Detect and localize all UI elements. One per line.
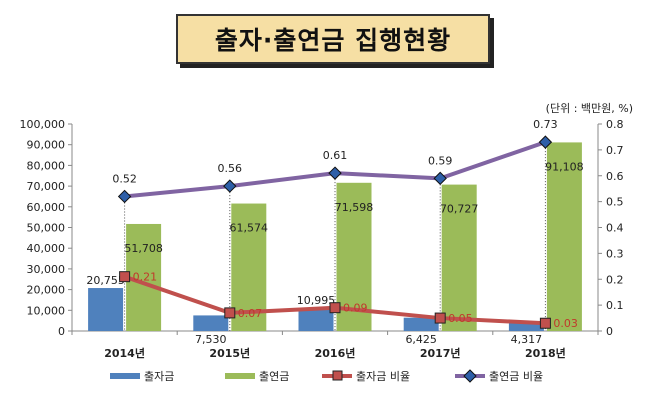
y-left-tick-label: 80,000 [27,159,66,172]
legend-label: 출자금 비율 [356,370,410,383]
bar-label-contribution: 51,708 [124,242,163,255]
bar-contribution [441,184,477,331]
bar-label-investment: 4,317 [511,333,543,346]
bar-label-contribution: 71,598 [335,201,374,214]
bar-label-investment: 7,530 [195,333,227,346]
point-label-contribution-ratio: 0.61 [323,149,348,162]
y-right-tick-label: 0 [606,325,613,338]
point-label-investment-ratio: 0.09 [343,302,368,315]
point-label-investment-ratio: 0.07 [238,307,262,320]
bar-investment [193,315,229,331]
legend-marker [463,369,477,383]
y-left-tick-label: 100,000 [20,118,66,131]
bar-investment [403,317,439,331]
x-tick-label: 2016년 [315,346,356,360]
y-left-tick-label: 30,000 [27,263,66,276]
point-label-investment-ratio: 0.03 [553,317,578,330]
y-left-tick-label: 50,000 [27,222,66,235]
y-right-tick-label: 0.3 [606,247,624,260]
y-left-tick-label: 0 [58,325,65,338]
bar-label-contribution: 70,727 [440,203,479,216]
bar-investment [508,322,544,331]
legend-label: 출자금 [144,370,174,383]
point-contribution-ratio [538,135,553,149]
point-investment-ratio [224,307,236,319]
bar-investment [298,308,334,331]
legend-label: 출연금 [259,370,289,383]
legend-marker [332,370,343,381]
point-contribution-ratio [433,171,447,186]
point-label-contribution-ratio: 0.56 [218,162,243,175]
point-label-contribution-ratio: 0.52 [112,172,137,185]
y-right-tick-label: 0.4 [606,222,624,235]
x-tick-label: 2017년 [420,346,461,360]
legend-swatch [225,373,255,379]
chart-title: 출자·출연금 집행현황 [176,14,490,64]
point-label-contribution-ratio: 0.73 [533,118,558,131]
bar-label-contribution: 91,108 [545,160,584,173]
point-investment-ratio [119,271,131,283]
y-right-tick-label: 0.6 [606,170,624,183]
x-tick-label: 2015년 [209,346,250,360]
x-tick-label: 2018년 [525,346,566,360]
unit-label: (단위 : 백만원, %) [545,102,633,115]
y-left-tick-label: 10,000 [27,304,66,317]
bar-label-contribution: 61,574 [230,222,269,235]
y-left-tick-label: 60,000 [27,201,66,214]
point-investment-ratio [539,317,551,329]
y-left-tick-label: 70,000 [27,180,66,193]
point-contribution-ratio [328,166,342,180]
y-left-tick-label: 40,000 [27,242,66,255]
y-right-tick-label: 0.2 [606,273,624,286]
bar-label-investment: 10,995 [297,294,336,307]
x-tick-label: 2014년 [104,346,145,360]
point-investment-ratio [329,302,341,314]
bar-contribution [546,142,582,331]
bar-label-investment: 20,755 [86,274,125,287]
bar-contribution [336,182,372,331]
point-label-investment-ratio: 0.05 [448,312,473,325]
legend-label: 출연금 비율 [489,370,543,383]
y-left-tick-label: 90,000 [27,139,66,152]
point-contribution-ratio [117,189,132,204]
y-right-tick-label: 0.1 [606,299,624,312]
y-right-tick-label: 0.7 [606,144,624,157]
bar-label-investment: 6,425 [405,333,437,346]
point-label-contribution-ratio: 0.59 [428,154,453,167]
point-contribution-ratio [223,179,237,193]
point-label-investment-ratio: 0.21 [133,271,158,284]
y-left-tick-label: 20,000 [27,284,66,297]
point-investment-ratio [434,312,446,324]
y-right-tick-label: 0.8 [606,118,624,131]
y-right-tick-label: 0.5 [606,196,624,209]
bar-investment [88,288,124,331]
legend-swatch [110,373,140,379]
